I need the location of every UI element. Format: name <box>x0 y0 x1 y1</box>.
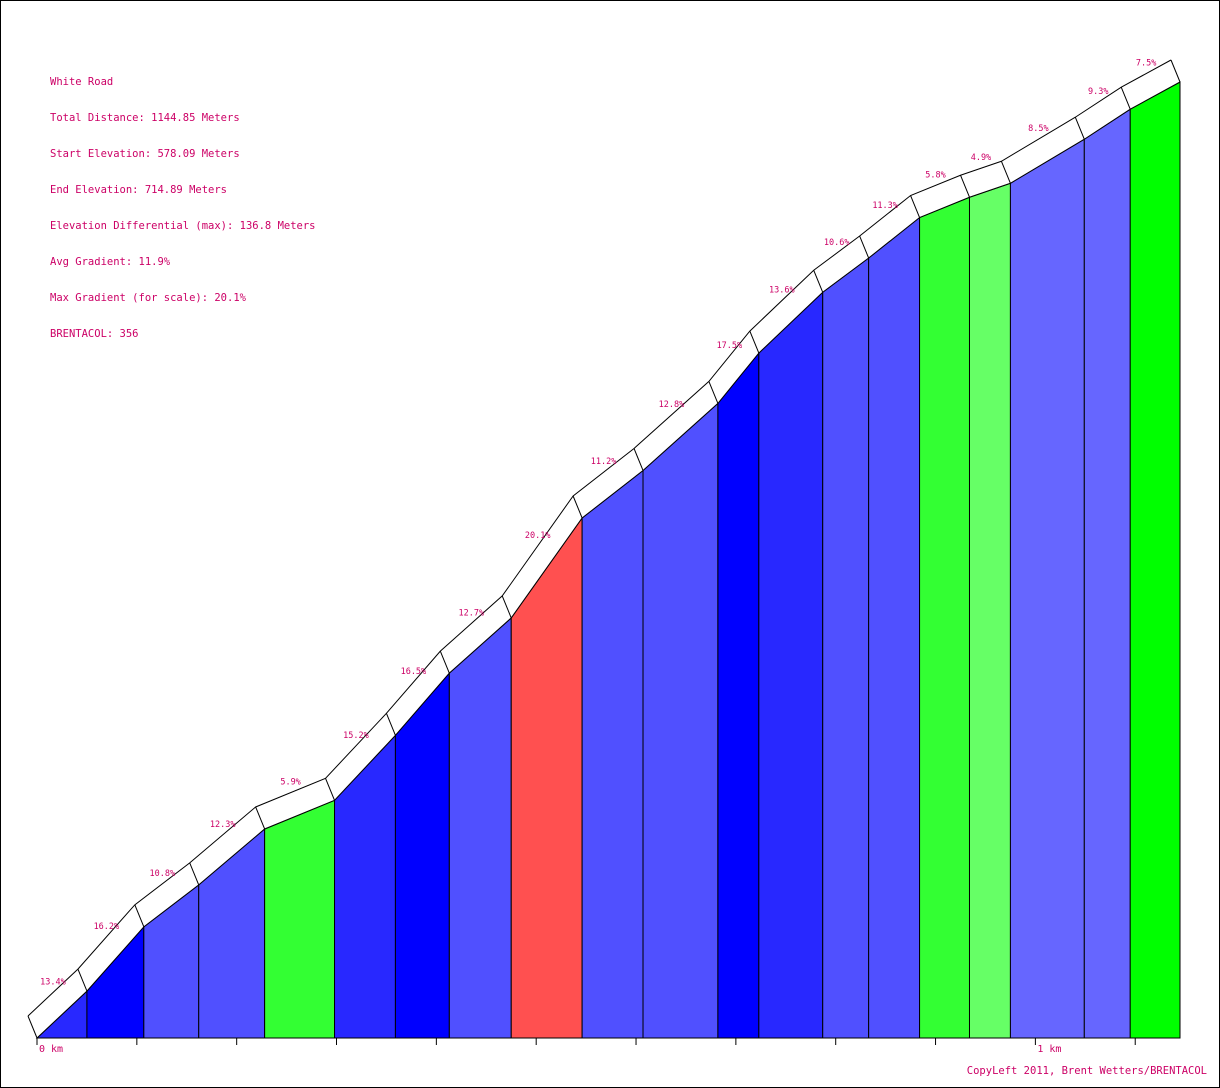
gradient-label: 12.7% <box>458 609 484 619</box>
road-divider <box>749 330 760 354</box>
gradient-segment <box>717 351 760 1039</box>
road-divider <box>572 495 583 519</box>
gradient-segment <box>394 671 450 1039</box>
gradient-label: 12.8% <box>659 400 685 410</box>
gradient-label: 10.8% <box>149 869 175 879</box>
road-divider <box>325 778 335 801</box>
road-ribbon <box>28 60 1180 1038</box>
gradient-segment <box>868 216 921 1039</box>
gradient-segment <box>264 799 336 1039</box>
gradient-label: 5.9% <box>280 778 300 788</box>
road-divider <box>189 862 200 886</box>
road-divider <box>1120 86 1131 110</box>
total-distance: Total Distance: 1144.85 Meters <box>50 112 240 124</box>
road-divider <box>255 806 266 830</box>
x-tick-label: 0 km <box>39 1044 63 1055</box>
road-divider <box>501 595 512 619</box>
gradient-segment <box>642 402 719 1039</box>
gradient-segment <box>1129 81 1181 1039</box>
gradient-label: 10.6% <box>824 238 850 248</box>
gradient-label: 13.6% <box>769 286 795 296</box>
road-divider <box>439 650 450 674</box>
gradient-label: 4.9% <box>971 153 991 163</box>
road-divider <box>708 381 719 404</box>
gradient-segment <box>968 182 1011 1039</box>
gradient-label: 15.2% <box>343 731 369 741</box>
end-elevation: End Elevation: 714.89 Meters <box>50 184 228 196</box>
road-divider <box>960 175 970 198</box>
max-gradient: Max Gradient (for scale): 20.1% <box>50 292 246 304</box>
gradient-label: 11.3% <box>872 201 898 211</box>
start-elevation: Start Elevation: 578.09 Meters <box>50 148 240 160</box>
road-divider <box>77 968 88 992</box>
gradient-label: 20.1% <box>525 531 551 541</box>
gradient-segment <box>1083 108 1131 1039</box>
road-divider <box>859 235 870 259</box>
road-divider <box>910 195 921 218</box>
gradient-label: 12.3% <box>210 820 236 830</box>
gradient-segment <box>919 196 970 1039</box>
road-divider <box>633 448 644 471</box>
gradient-label: 17.5% <box>717 341 743 351</box>
road-divider <box>1074 117 1085 140</box>
x-tick-label: 1 km <box>1037 1044 1061 1055</box>
elevation-differential: Elevation Differential (max): 136.8 Mete… <box>50 220 316 232</box>
gradient-segment <box>758 291 824 1039</box>
gradient-label: 5.8% <box>925 170 945 180</box>
road-divider <box>134 904 145 928</box>
road-divider <box>813 270 824 293</box>
gradient-segment <box>448 616 512 1039</box>
route-info: White Road Total Distance: 1144.85 Meter… <box>50 52 316 364</box>
gradient-segment <box>581 469 644 1039</box>
gradient-label: 7.5% <box>1136 59 1156 69</box>
road-divider <box>1000 161 1011 184</box>
road-divider <box>385 713 396 736</box>
gradient-label: 11.2% <box>591 457 617 467</box>
road-divider <box>27 1015 38 1039</box>
copyright: CopyLeft 2011, Brent Wetters/BRENTACOL <box>966 1065 1207 1077</box>
gradient-segment <box>1009 138 1085 1039</box>
road-divider <box>1170 59 1181 83</box>
gradient-segment <box>822 257 870 1039</box>
gradient-label: 9.3% <box>1088 87 1108 97</box>
avg-gradient: Avg Gradient: 11.9% <box>50 256 171 268</box>
gradient-label: 8.5% <box>1028 124 1048 134</box>
gradient-label: 16.2% <box>94 922 120 932</box>
route-name: White Road <box>50 76 114 88</box>
brentacol-score: BRENTACOL: 356 <box>50 328 139 340</box>
gradient-label: 16.5% <box>401 667 427 677</box>
gradient-label: 13.4% <box>40 978 66 988</box>
